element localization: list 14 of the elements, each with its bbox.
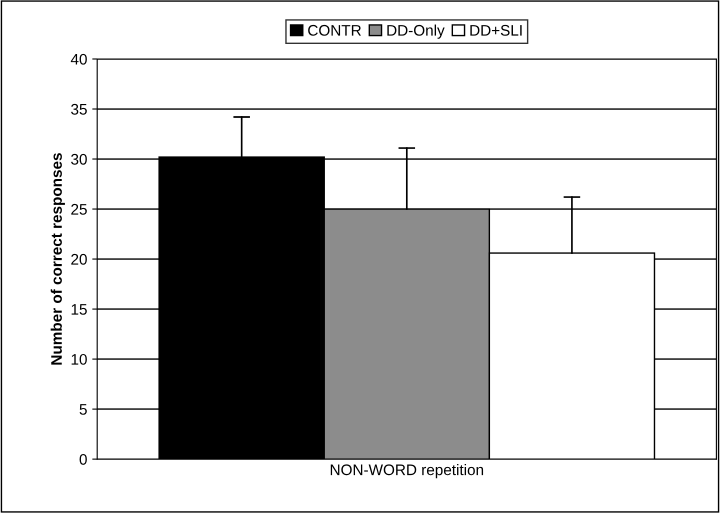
y-tick-label: 30	[71, 154, 87, 165]
y-tick-label: 35	[71, 104, 87, 115]
x-tick-label: NON-WORD repetition	[330, 464, 484, 478]
y-tick-label: 0	[80, 454, 87, 465]
y-tick-label: 20	[71, 254, 87, 265]
legend-label: DD-Only	[387, 24, 445, 39]
y-tick-label: 40	[70, 54, 87, 65]
y-axis-title: Number of correct responses	[50, 153, 65, 365]
y-tick-label: 5	[80, 404, 87, 415]
y-tick-label: 25	[71, 204, 87, 215]
legend-label: DD+SLI	[470, 24, 522, 36]
y-tick-label: 10	[72, 354, 87, 365]
legend-label: CONTR	[308, 24, 361, 36]
y-tick-label: 15	[72, 304, 87, 315]
